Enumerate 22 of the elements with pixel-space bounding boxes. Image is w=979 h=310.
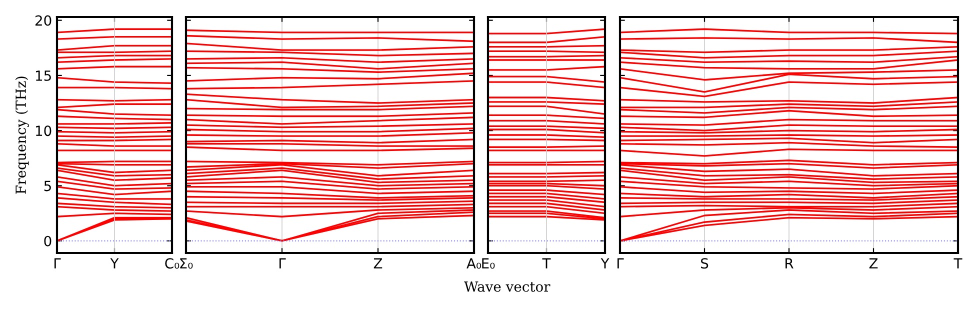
y-tick-label: 5 (44, 180, 51, 192)
y-tick-label: 10 (36, 126, 52, 136)
x-tick-label: Y (110, 258, 119, 268)
x-tick-label: Γ (617, 258, 624, 268)
x-tick-label: T (954, 258, 962, 268)
y-axis-title: Frequency (THz) (15, 76, 29, 194)
x-tick-label: Σ₀ (180, 258, 193, 269)
x-tick-label: Γ (54, 258, 61, 268)
y-tick-label: 0 (44, 236, 52, 246)
x-axis-title: Wave vector (464, 281, 550, 292)
y-tick-label: 20 (35, 15, 52, 26)
x-tick-label: Z (869, 258, 878, 268)
x-tick-label: Z (374, 258, 382, 268)
x-tick-label: A₀ (466, 258, 482, 269)
x-tick-label: C₀ (165, 258, 180, 269)
x-tick-label: T (542, 258, 551, 268)
x-tick-label: Γ (279, 258, 286, 268)
x-tick-label: E₀ (482, 258, 495, 269)
x-tick-label: R (786, 258, 794, 268)
x-tick-label: S (701, 258, 708, 269)
y-tick-label: 15 (36, 70, 51, 81)
x-tick-label: Y (600, 258, 610, 268)
